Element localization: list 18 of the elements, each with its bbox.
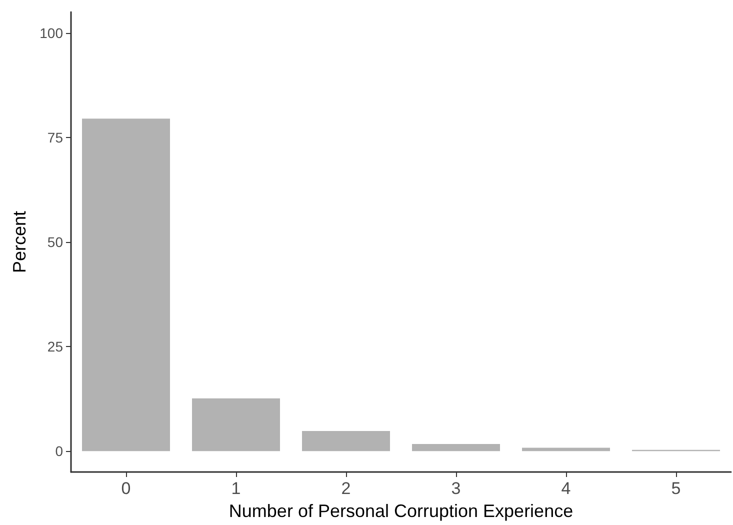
y-axis-title: Percent (10, 210, 30, 274)
x-tick-label: 4 (561, 479, 571, 498)
x-tick-label: 2 (341, 479, 351, 498)
y-tick-label: 50 (47, 234, 64, 250)
bar (192, 398, 280, 452)
y-tick-label: 100 (40, 24, 64, 41)
x-axis-title: Number of Personal Corruption Experience (228, 501, 574, 521)
x-tick-label: 3 (451, 479, 461, 498)
bar (522, 448, 610, 452)
y-tick-label: 0 (55, 443, 64, 460)
bar (412, 444, 500, 452)
x-tick-label: 1 (231, 479, 241, 498)
bar (82, 118, 170, 452)
bar (302, 431, 390, 452)
x-tick-label: 5 (671, 479, 681, 498)
y-tick-label: 25 (47, 338, 64, 355)
x-tick-label: 0 (121, 479, 131, 498)
y-tick-label: 75 (47, 129, 64, 146)
